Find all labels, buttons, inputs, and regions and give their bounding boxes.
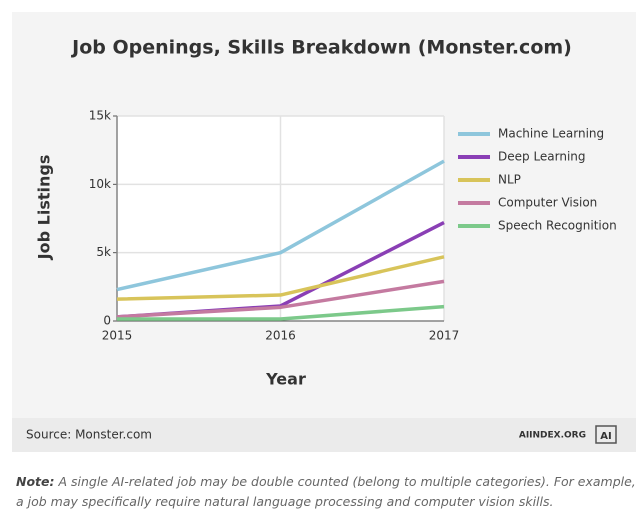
- y-tick-label: 10k: [89, 177, 111, 191]
- x-tick-label: 2017: [429, 329, 460, 343]
- logo: AI: [600, 431, 611, 442]
- footer-band: [12, 418, 636, 452]
- note-label: Note:: [16, 474, 55, 489]
- x-tick-label: 2016: [265, 329, 296, 343]
- note-text: A single AI-related job may be double co…: [16, 474, 636, 509]
- x-axis-label: Year: [265, 370, 306, 389]
- series-line: [116, 159, 445, 292]
- chart-title: Job Openings, Skills Breakdown (Monster.…: [70, 37, 572, 59]
- legend-label: Deep Learning: [498, 150, 586, 164]
- series-line: [116, 255, 445, 301]
- note: Note: A single AI-related job may be dou…: [16, 472, 636, 512]
- series-line: [117, 304, 445, 321]
- y-axis-label: Job Listings: [35, 155, 54, 261]
- y-tick-label: 5k: [96, 245, 111, 259]
- x-tick-label: 2015: [102, 329, 133, 343]
- legend-label: Speech Recognition: [498, 219, 617, 233]
- chart: Job Openings, Skills Breakdown (Monster.…: [12, 12, 636, 452]
- logo-box: [595, 425, 617, 444]
- legend-label: Machine Learning: [498, 127, 604, 141]
- brand: AIINDEX.ORG: [519, 431, 586, 441]
- legend-label: Computer Vision: [498, 196, 597, 210]
- series-line: [116, 279, 445, 319]
- source: Source: Monster.com: [26, 428, 152, 442]
- y-tick-label: 15k: [89, 109, 111, 123]
- legend-label: NLP: [498, 173, 521, 187]
- y-tick-label: 0: [103, 314, 111, 328]
